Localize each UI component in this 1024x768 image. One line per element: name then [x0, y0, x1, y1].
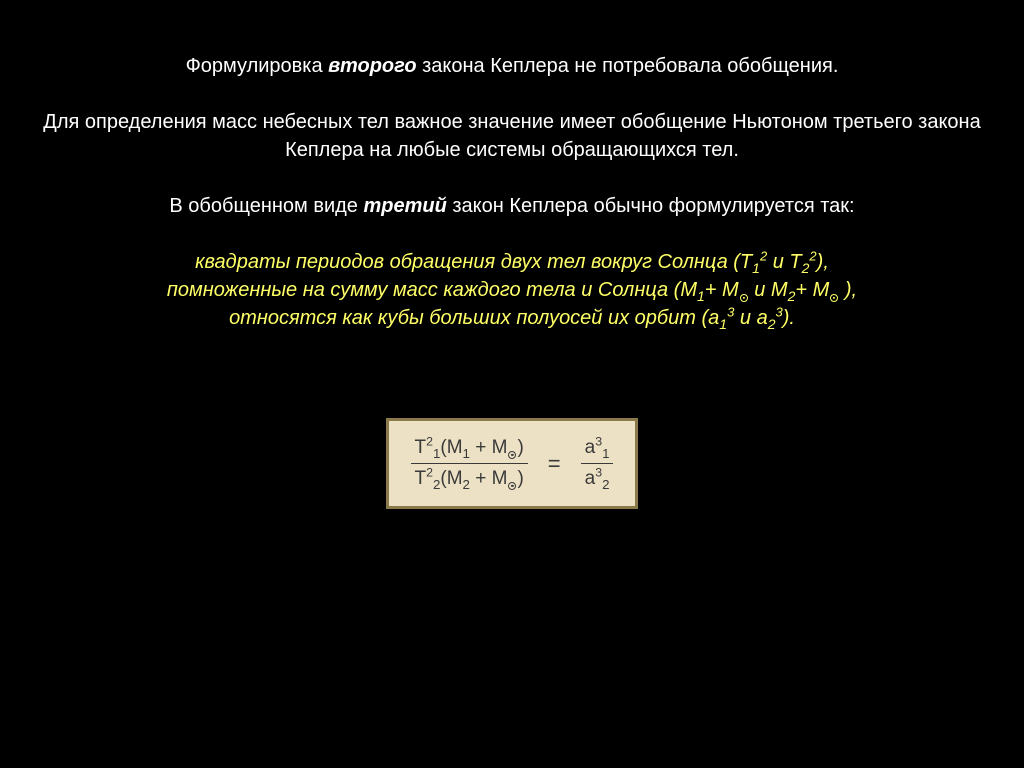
sun-sub-icon [739, 288, 749, 304]
tok: + M [470, 468, 507, 489]
p4-l2-b: + M [705, 279, 739, 301]
p3-emphasis: третий [363, 195, 446, 217]
paragraph-3: В обобщенном виде третий закон Кеплера о… [40, 192, 984, 220]
tok: ) [517, 468, 523, 489]
sun-sub [507, 477, 517, 492]
sub-1: 1 [752, 260, 760, 276]
sub-1c: 1 [719, 316, 727, 332]
slide: Формулировка второго закона Кеплера не п… [0, 0, 1024, 768]
sun-sub-icon-2 [829, 288, 839, 304]
p1-emphasis: второго [328, 55, 416, 77]
tok: a [585, 468, 596, 489]
sub: 1 [463, 446, 470, 461]
fraction-right-denominator: a32 [581, 466, 614, 492]
tok: (M [440, 468, 462, 489]
paragraph-4-statement: квадраты периодов обращения двух тел вок… [40, 248, 984, 332]
p4-l3-a: относятся как кубы больших полуосей их о… [229, 307, 719, 329]
tok: (M [440, 437, 462, 458]
p4-l3-c: ). [783, 307, 795, 329]
tok: a [585, 437, 596, 458]
fraction-left: T21(M1 + M) T22(M2 + M) [411, 435, 528, 492]
sub-1b: 1 [697, 288, 705, 304]
p4-l1-c: ), [817, 251, 829, 273]
equals-sign: = [548, 451, 561, 477]
p4-l2-c: и M [749, 279, 788, 301]
sun-icon [740, 294, 748, 302]
tok: + M [470, 437, 507, 458]
sup: 2 [426, 466, 433, 480]
sub: 1 [602, 446, 609, 461]
tok: T [415, 437, 427, 458]
fraction-right-numerator: a31 [581, 435, 614, 461]
tok: T [415, 468, 427, 489]
sun-sub [507, 446, 517, 461]
sun-icon [508, 482, 516, 490]
p4-l2-d: + M [795, 279, 829, 301]
p3-text-b: закон Кеплера обычно формулируется так: [447, 195, 855, 217]
p1-text-b: закона Кеплера не потребовала обобщения. [417, 55, 839, 77]
p4-l3-b: и a [734, 307, 767, 329]
p1-text-a: Формулировка [186, 55, 329, 77]
fraction-right: a31 a32 [581, 435, 614, 492]
paragraph-2: Для определения масс небесных тел важное… [40, 108, 984, 164]
sub: 2 [602, 477, 609, 492]
fraction-bar [411, 463, 528, 464]
p4-l1-a: квадраты периодов обращения двух тел вок… [195, 251, 752, 273]
p4-l2-a: помноженные на сумму масс каждого тела и… [167, 279, 697, 301]
p3-text-a: В обобщенном виде [169, 195, 363, 217]
fraction-left-denominator: T22(M2 + M) [411, 466, 528, 492]
fraction-bar [581, 463, 614, 464]
sup: 2 [426, 435, 433, 449]
sup-3b: 3 [775, 304, 782, 319]
tok: ) [517, 437, 523, 458]
p4-l1-b: и T [767, 251, 801, 273]
sun-icon [508, 451, 516, 459]
equation: T21(M1 + M) T22(M2 + M) = a31 a32 [411, 435, 614, 492]
paragraph-1: Формулировка второго закона Кеплера не п… [40, 52, 984, 80]
sup-2b: 2 [809, 248, 816, 263]
sub: 2 [463, 477, 470, 492]
p4-l2-e: ), [839, 279, 857, 301]
sun-icon [830, 294, 838, 302]
fraction-left-numerator: T21(M1 + M) [411, 435, 528, 461]
formula-box: T21(M1 + M) T22(M2 + M) = a31 a32 [386, 418, 639, 509]
